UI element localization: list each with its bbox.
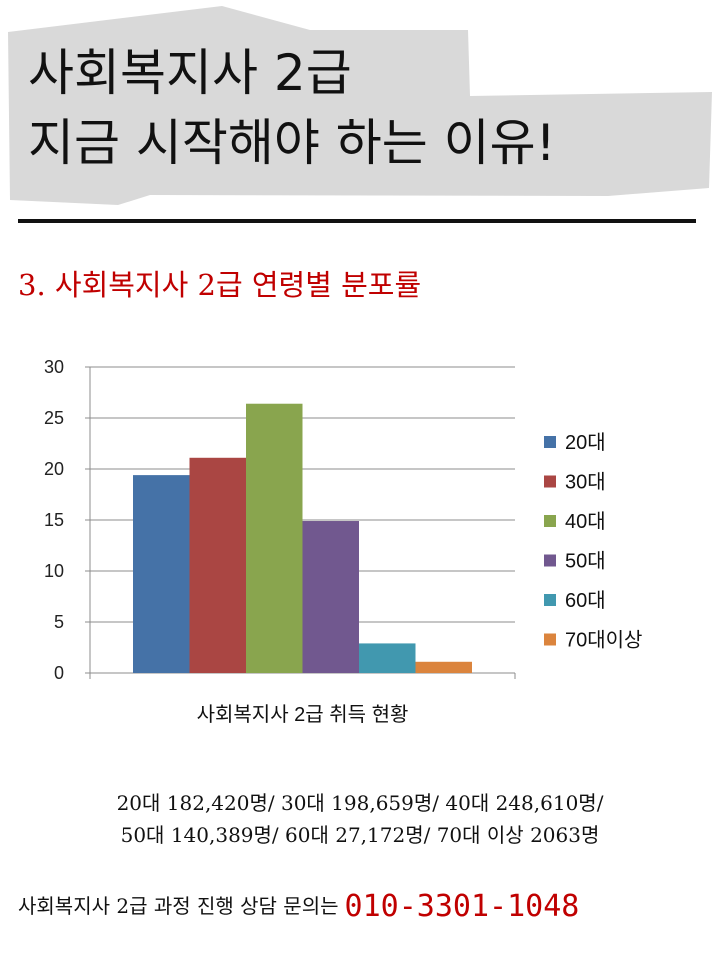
legend-swatch [544, 515, 556, 527]
headline: 사회복지사 2급 지금 시작해야 하는 이유! [28, 38, 556, 178]
bar-1 [133, 475, 190, 673]
stats-line-2: 50대 140,389명/ 60대 27,172명/ 70대 이상 2063명 [120, 823, 600, 847]
y-tick-label: 15 [44, 510, 64, 530]
y-tick-label: 20 [44, 459, 64, 479]
y-tick-label: 10 [44, 561, 64, 581]
legend-label: 50대 [565, 550, 606, 573]
legend-swatch [544, 594, 556, 606]
phone-number[interactable]: 010-3301-1048 [344, 889, 580, 924]
legend-label: 40대 [565, 510, 606, 533]
bar-4 [302, 521, 359, 673]
x-category-label: 사회복지사 2급 취득 현황 [197, 703, 409, 726]
contact-text: 사회복지사 2급 과정 진행 상담 문의는 [18, 894, 339, 918]
section-title: 3. 사회복지사 2급 연령별 분포률 [18, 268, 422, 302]
legend-label: 30대 [565, 471, 606, 494]
bar-6 [415, 661, 472, 673]
legend-label: 70대이상 [565, 629, 642, 652]
legend-swatch [544, 475, 556, 488]
legend-label: 20대 [565, 431, 606, 454]
stats-text: 20대 182,420명/ 30대 198,659명/ 40대 248,610명… [0, 787, 720, 851]
bar-2 [189, 457, 246, 673]
headline-line-1: 사회복지사 2급 [28, 44, 352, 102]
legend-swatch [544, 436, 556, 448]
headline-banner: 사회복지사 2급 지금 시작해야 하는 이유! [0, 0, 720, 210]
legend-label: 60대 [565, 589, 606, 612]
headline-line-2: 지금 시작해야 하는 이유! [28, 114, 556, 172]
bar-5 [359, 643, 416, 673]
y-tick-label: 0 [54, 663, 64, 683]
bar-3 [246, 403, 303, 673]
banner-background [8, 6, 712, 205]
age-distribution-chart: 0 5 10 15 20 25 30 사회복지사 2급 취득 현황 20대 30대 40대 50대 60… [44, 357, 642, 726]
legend-swatch [544, 554, 556, 567]
y-tick-label: 25 [44, 408, 64, 428]
contact-line: 사회복지사 2급 과정 진행 상담 문의는 010-3301-1048 [18, 889, 579, 924]
stats-line-1: 20대 182,420명/ 30대 198,659명/ 40대 248,610명… [116, 791, 604, 815]
y-tick-label: 5 [54, 612, 64, 632]
y-tick-label: 30 [44, 357, 64, 377]
legend-swatch [544, 633, 556, 646]
divider [18, 219, 696, 223]
